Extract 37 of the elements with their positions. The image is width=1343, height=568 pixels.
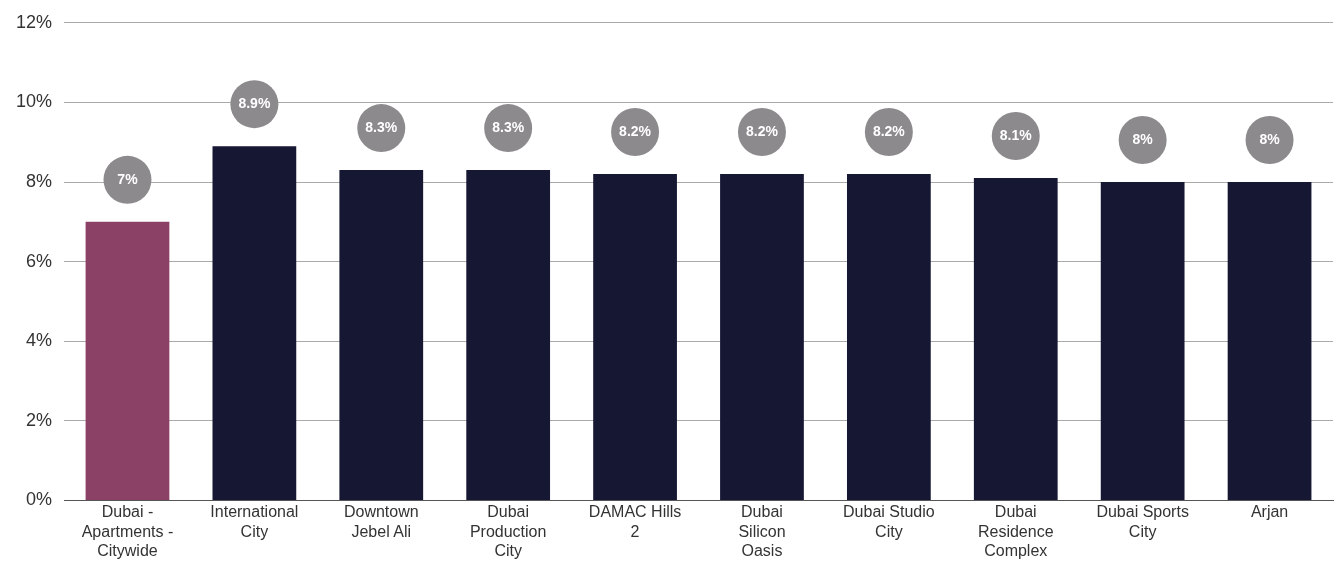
x-tick-label: Dubai - Apartments - Citywide — [81, 503, 174, 559]
data-label: 8.2% — [872, 122, 906, 139]
data-label: 8% — [1132, 130, 1154, 147]
data-label: 8.9% — [238, 95, 271, 112]
y-tick-label: 12% — [16, 11, 53, 32]
x-tick-label: Arjan — [1250, 503, 1289, 521]
data-label: 8.1% — [999, 126, 1033, 143]
x-tick-label: Downtown Jebel Ali — [343, 503, 419, 540]
y-tick-label: 4% — [26, 330, 53, 351]
bar — [973, 178, 1058, 500]
x-tick-label: International City — [210, 503, 299, 540]
data-label: 8.2% — [619, 122, 652, 139]
x-tick-label: Dubai Silicon Oasis — [738, 503, 786, 559]
bar — [466, 170, 551, 500]
bar — [85, 221, 170, 500]
x-tick-label: Dubai Sports City — [1096, 503, 1189, 540]
y-tick-label: 10% — [16, 91, 53, 112]
y-tick-label: 8% — [26, 170, 53, 191]
data-label: 8.2% — [746, 122, 779, 139]
bar — [720, 174, 804, 500]
y-tick-label: 6% — [26, 250, 53, 271]
data-label: 8.3% — [492, 118, 525, 135]
bar — [339, 170, 424, 500]
bar — [212, 146, 297, 500]
bar — [846, 174, 931, 500]
x-tick-label: Dubai Residence Complex — [977, 503, 1054, 559]
data-label: 7% — [117, 170, 139, 187]
x-tick-label: Dubai Production City — [469, 503, 547, 559]
bar — [593, 174, 677, 500]
y-tick-label: 0% — [26, 489, 53, 510]
bar — [1100, 182, 1185, 500]
x-tick-label: DAMAC Hills 2 — [588, 503, 682, 540]
data-label: 8% — [1259, 130, 1281, 147]
y-tick-label: 2% — [26, 409, 53, 430]
data-label: 8.3% — [365, 118, 398, 135]
x-tick-label: Dubai Studio City — [843, 503, 935, 540]
bar — [1227, 182, 1312, 500]
